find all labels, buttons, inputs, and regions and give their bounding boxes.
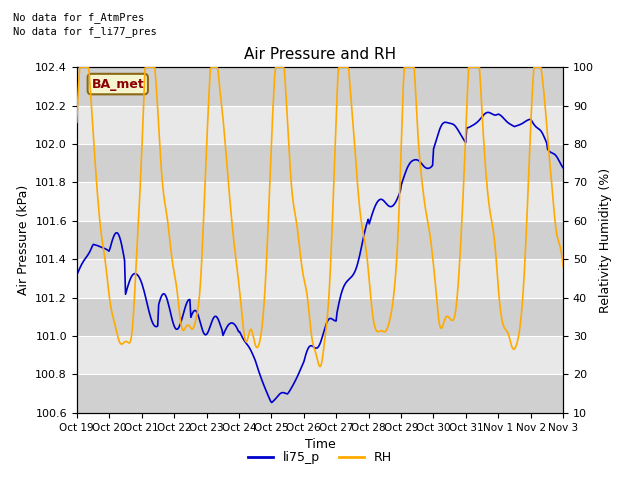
Bar <box>77 298 563 336</box>
Text: BA_met: BA_met <box>92 78 144 91</box>
X-axis label: Time: Time <box>305 438 335 451</box>
Text: No data for f_li77_pres: No data for f_li77_pres <box>13 26 157 37</box>
Y-axis label: Air Pressure (kPa): Air Pressure (kPa) <box>17 185 29 295</box>
Bar <box>77 106 563 144</box>
Bar <box>77 221 563 259</box>
Bar <box>77 336 563 374</box>
Bar <box>77 67 563 106</box>
Bar <box>77 182 563 221</box>
Text: No data for f_AtmPres: No data for f_AtmPres <box>13 12 144 23</box>
Legend: li75_p, RH: li75_p, RH <box>243 446 397 469</box>
Bar <box>77 144 563 182</box>
Bar <box>77 374 563 413</box>
Y-axis label: Relativity Humidity (%): Relativity Humidity (%) <box>600 168 612 312</box>
Bar <box>77 259 563 298</box>
Title: Air Pressure and RH: Air Pressure and RH <box>244 47 396 62</box>
